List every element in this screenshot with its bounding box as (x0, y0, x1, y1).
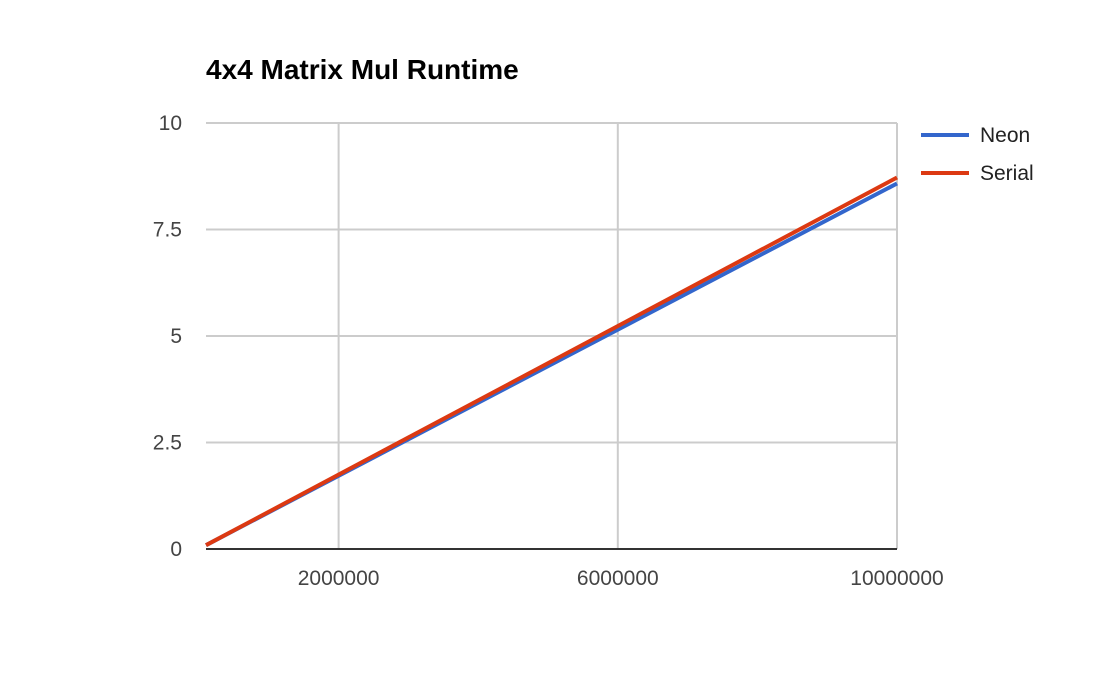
legend: Neon Serial (921, 124, 1034, 185)
series-lines (205, 175, 898, 547)
y-tick-label: 5 (170, 325, 182, 348)
axes: 0 2.5 5 7.5 10 2000000 6000000 10000000 (153, 112, 944, 590)
x-tick-label: 2000000 (298, 567, 380, 590)
grid (206, 122, 898, 549)
y-tick-label: 2.5 (153, 432, 182, 455)
x-tick-label: 6000000 (577, 567, 659, 590)
x-tick-label: 10000000 (850, 567, 943, 590)
chart-title: 4x4 Matrix Mul Runtime (206, 54, 519, 85)
y-tick-label: 10 (159, 112, 182, 135)
y-tick-label: 0 (170, 538, 182, 561)
legend-label-neon: Neon (980, 124, 1030, 147)
y-tick-label: 7.5 (153, 219, 182, 242)
legend-label-serial: Serial (980, 162, 1034, 185)
series-line-serial (205, 175, 898, 547)
